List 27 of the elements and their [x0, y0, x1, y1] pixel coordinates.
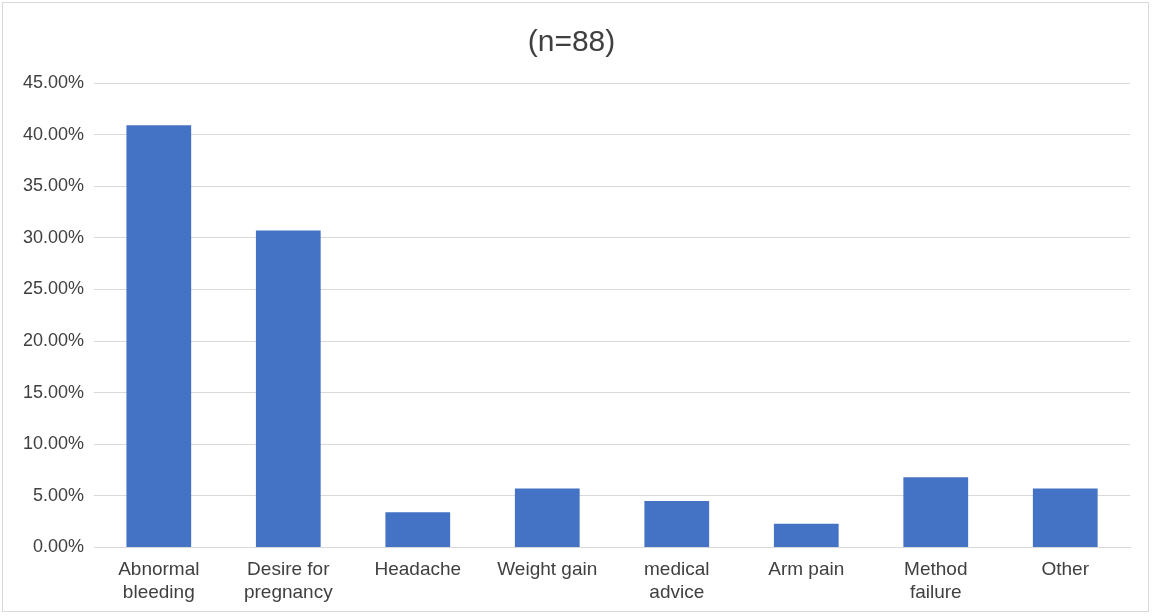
bar: [385, 512, 451, 547]
y-tick-label: 40.00%: [22, 123, 85, 144]
bar: [773, 523, 839, 547]
x-tick-label: Method failure: [904, 558, 968, 602]
bar: [1032, 488, 1098, 547]
x-tick-label: Abnormal bleeding: [118, 558, 200, 602]
bar: [255, 230, 321, 547]
bar: [644, 500, 710, 547]
y-tick-label: 35.00%: [22, 175, 85, 196]
x-tick-label: medical advice: [644, 558, 710, 602]
y-tick-label: 20.00%: [22, 329, 85, 350]
y-tick-label: 5.00%: [33, 484, 85, 505]
chart-title: (n=88): [527, 24, 616, 58]
x-tick-label: Headache: [374, 558, 462, 580]
y-tick-label: 45.00%: [22, 71, 85, 92]
bar: [126, 125, 192, 547]
y-tick-label: 10.00%: [22, 433, 85, 454]
x-tick-label: Weight gain: [497, 558, 598, 580]
y-tick-label: 0.00%: [33, 536, 85, 557]
y-tick-label: 15.00%: [22, 381, 85, 402]
bar: [903, 477, 969, 547]
y-tick-label: 25.00%: [22, 278, 85, 299]
bar: [514, 488, 580, 547]
y-tick-label: 30.00%: [22, 226, 85, 247]
x-tick-label: Other: [1041, 558, 1090, 580]
x-tick-label: Desire for pregnancy: [243, 558, 334, 602]
x-tick-label: Arm pain: [768, 558, 845, 580]
